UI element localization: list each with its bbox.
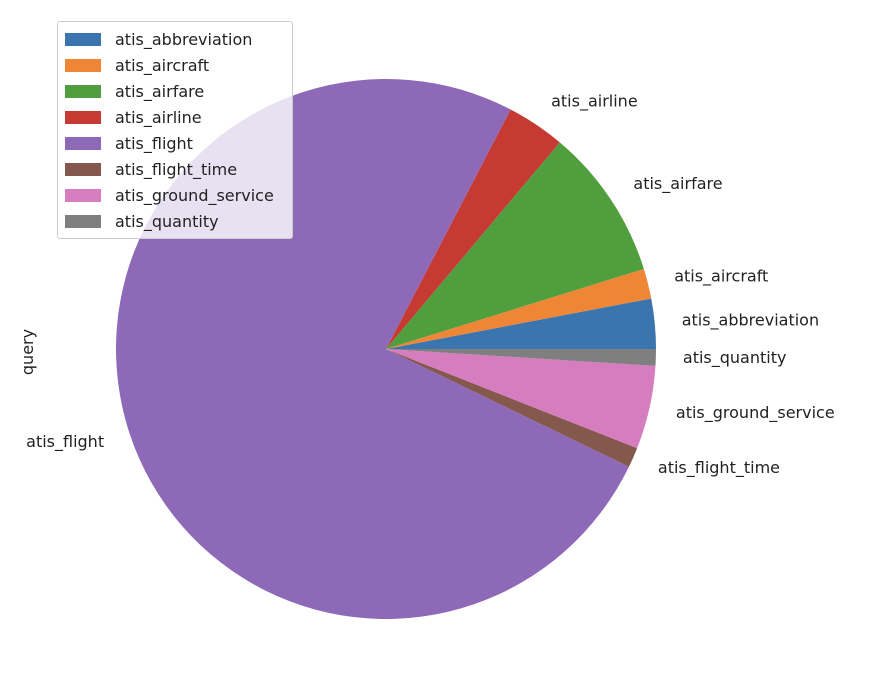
legend-item-atis-airfare: atis_airfare <box>58 78 292 104</box>
legend-item-atis-ground-service: atis_ground_service <box>58 182 292 208</box>
slice-label-atis-airfare: atis_airfare <box>633 174 722 194</box>
pie-slice-atis-aircraft <box>386 268 652 349</box>
legend-label: atis_flight_time <box>115 159 238 179</box>
legend: atis_abbreviation atis_aircraft atis_airfa… <box>57 21 293 239</box>
pie-slice-atis-abbreviation <box>386 298 656 349</box>
legend-label: atis_quantity <box>115 211 219 231</box>
legend-swatch <box>65 110 101 124</box>
legend-swatch <box>65 162 101 176</box>
legend-label: atis_flight <box>115 133 193 153</box>
legend-item-atis-abbreviation: atis_abbreviation <box>58 26 292 52</box>
legend-label: atis_airline <box>115 107 202 127</box>
pie-slice-atis-airfare <box>386 142 644 349</box>
legend-item-atis-flight-time: atis_flight_time <box>58 156 292 182</box>
legend-swatch <box>65 136 101 150</box>
pie-slice-atis-quantity <box>386 349 656 366</box>
slice-label-atis-abbreviation: atis_abbreviation <box>682 311 819 331</box>
legend-label: atis_aircraft <box>115 55 210 75</box>
pie-slice-atis-flight-time <box>386 349 638 467</box>
legend-swatch <box>65 214 101 228</box>
legend-swatch <box>65 188 101 202</box>
legend-swatch <box>65 32 101 46</box>
slice-label-atis-quantity: atis_quantity <box>683 348 787 368</box>
y-axis-label: query <box>18 329 37 375</box>
pie-slice-atis-airline <box>386 109 560 349</box>
legend-swatch <box>65 58 101 72</box>
pie-slice-labels: atis_abbreviation atis_aircraft atis_airfa… <box>26 92 835 478</box>
legend-item-atis-aircraft: atis_aircraft <box>58 52 292 78</box>
legend-label: atis_airfare <box>115 81 205 101</box>
pie-slice-atis-ground-service <box>386 349 656 449</box>
legend-item-atis-quantity: atis_quantity <box>58 208 292 234</box>
slice-label-atis-ground-service: atis_ground_service <box>676 403 835 423</box>
legend-item-atis-flight: atis_flight <box>58 130 292 156</box>
legend-label: atis_abbreviation <box>115 29 253 49</box>
slice-label-atis-flight: atis_flight <box>26 432 104 452</box>
slice-label-atis-airline: atis_airline <box>551 92 638 112</box>
legend-swatch <box>65 84 101 98</box>
slice-label-atis-flight-time: atis_flight_time <box>658 458 780 478</box>
legend-label: atis_ground_service <box>115 185 274 205</box>
slice-label-atis-aircraft: atis_aircraft <box>674 267 768 287</box>
legend-item-atis-airline: atis_airline <box>58 104 292 130</box>
